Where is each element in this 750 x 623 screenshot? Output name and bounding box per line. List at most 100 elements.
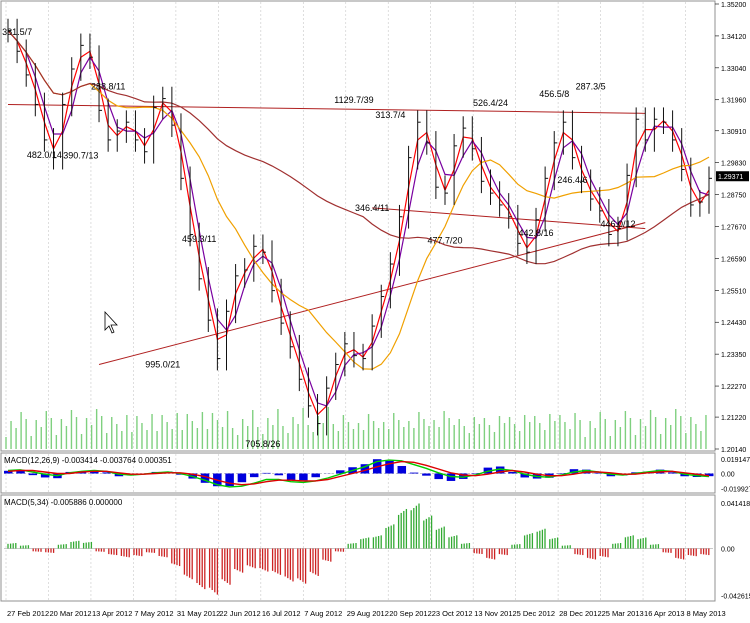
price-panel [0,0,716,452]
macd-histogram-bar [28,473,38,476]
x-tick-label: 28 Dec 2012 [559,609,602,618]
macd-histogram-bar [40,473,50,478]
macd2-histogram [4,503,713,595]
macd-histogram-bar [249,473,259,478]
macd-histogram-bar [422,473,431,476]
zigzag-label: 381.5/7 [2,27,32,37]
x-tick-label: 8 May 2013 [687,609,726,618]
trendline [7,103,646,114]
x-tick-label: 31 May 2012 [177,609,220,618]
macd-histogram-bar [668,472,677,474]
zigzag-label: 246.4/6 [557,175,587,185]
macd-histogram-bar [102,472,111,474]
macd-histogram-bar [434,473,443,480]
macd-histogram-bar [360,464,370,474]
zigzag-label: 288.8/11 [91,82,125,92]
x-tick-label: 23 Oct 2012 [432,609,473,618]
trendline [98,222,646,365]
macd-histogram-bar [4,470,13,474]
zigzag-label: 995.0/21 [145,359,180,369]
x-tick-label: 16 Jul 2012 [262,609,301,618]
zigzag-label: 526.4/24 [473,98,508,108]
signal-line [7,460,710,486]
y-tick-label: 1.29830 [721,161,746,168]
macd2-y-tick-label: -0.042615 [721,593,750,600]
macd-histogram-bar [520,473,530,478]
macd-histogram-bar [90,470,99,474]
x-tick-label: 13 Nov 2012 [474,609,517,618]
ma-line-ma-slow [7,30,710,370]
macd-title: MACD(12,26,9) -0.003414 -0.003764 0.0003… [4,456,172,465]
macd-y-tick-label: 0.019147 [721,457,750,464]
y-tick-label: 1.28750 [721,193,746,200]
x-tick-label: 16 Apr 2013 [644,609,684,618]
y-tick-label: 1.21220 [721,415,746,422]
zigzag-label: 459.3/11 [182,234,216,244]
zigzag-label: 705.8/26 [245,439,280,449]
x-tick-label: 20 Mar 2012 [49,609,91,618]
zigzag-label: 313.7/4 [375,110,405,120]
zigzag-label: 287.3/5 [576,82,606,92]
zigzag-label: 482.0/14 [27,150,62,160]
y-tick-label: 1.34120 [721,34,746,41]
current-price-tag [716,171,749,182]
zigzag-label: 477.7/20 [427,235,462,245]
macd-histogram-bar [508,472,517,474]
y-tick-label: 1.27670 [721,225,746,232]
macd-histogram-bar [397,465,407,474]
macd-histogram-bar [594,472,603,474]
y-tick-label: 1.22270 [721,384,746,391]
zigzag-label: 390.7/13 [63,151,98,161]
x-tick-label: 13 Apr 2012 [92,609,132,618]
x-tick-label: 27 Feb 2012 [7,609,49,618]
y-tick-label: 1.23350 [721,352,746,359]
volume-bars [5,407,707,449]
macd-histogram-bar [336,470,345,474]
y-tick-label: 1.26590 [721,256,746,263]
macd-histogram-bar [237,473,247,483]
zigzag-label: 346.4/11 [355,203,389,213]
axes: 27 Feb 2012 20 Mar 2012 13 Apr 2012 7 May 2… [7,2,750,618]
macd-y-tick-label: 0.00 [721,472,735,479]
y-tick-label: 1.24430 [721,320,746,327]
macd-histogram-bar [705,473,714,477]
macd-histogram-bar [16,470,25,474]
zigzag-label: 446.0/12 [600,219,635,229]
macd-y-tick-label: -0.019927 [721,486,750,493]
macd-histogram-bar [262,472,271,474]
macd-histogram-bar [459,473,468,479]
zigzag-label: 1129.7/39 [334,95,373,105]
price-bars [7,18,712,436]
moving-averages [7,30,710,416]
x-tick-label: 25 Mar 2013 [602,609,644,618]
x-tick-label: 29 Aug 2012 [347,609,389,618]
zigzag-labels: 381.5/7 482.0/14 288.8/11 390.7/13 459.3/11 9… [2,27,635,449]
x-tick-label: 7 May 2012 [134,609,173,618]
y-tick-label: 1.33040 [721,66,746,73]
macd-lines [4,459,714,488]
x-tick-label: 22 Jun 2012 [219,609,260,618]
zigzag-label: 442.8/16 [519,228,554,238]
y-tick-label: 1.35200 [721,2,746,9]
x-tick-label: 7 Aug 2012 [304,609,342,618]
ma-line-ma-mid [7,30,710,407]
macd-histogram-bar [274,473,284,476]
macd-histogram-bar [495,466,505,474]
y-tick-label: 1.30910 [721,129,746,136]
ma-line-ma-long [7,30,710,265]
mouse-cursor-icon [104,310,118,334]
x-tick-label: 5 Dec 2012 [517,609,555,618]
macd2-panel [0,494,716,602]
macd-histogram-bar [200,473,210,483]
macd2-y-tick-label: 0.00 [721,547,735,554]
macd-histogram-bar [385,460,394,474]
macd-histogram-bar [311,473,320,478]
zigzag-label: 456.5/8 [539,89,569,99]
macd2-title: MACD(5,34) -0.005886 0.000000 [4,498,123,507]
y-tick-label: 1.20140 [721,447,746,454]
macd-line [7,459,710,488]
current-price-label: 1.29371 [718,174,743,181]
macd2-y-tick-label: 0.041418 [721,501,750,508]
y-tick-label: 1.25510 [721,288,746,295]
